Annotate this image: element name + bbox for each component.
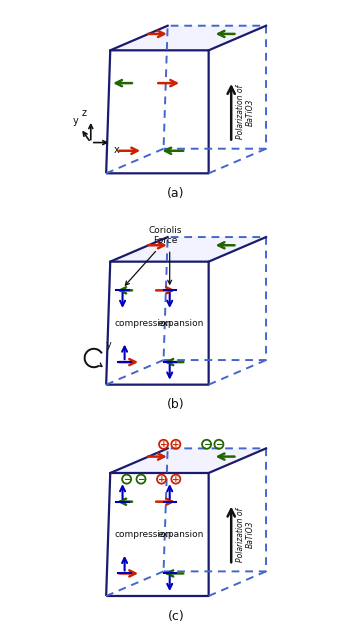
Text: −: − xyxy=(137,475,145,484)
Text: +: + xyxy=(172,440,180,449)
Text: −: − xyxy=(123,475,130,484)
Text: −: − xyxy=(203,440,210,449)
Text: +: + xyxy=(158,475,165,484)
Text: expansion: expansion xyxy=(157,319,204,328)
Text: z: z xyxy=(82,108,87,118)
Text: (a): (a) xyxy=(167,187,185,200)
Text: +: + xyxy=(172,475,180,484)
Text: Coriolis
Force: Coriolis Force xyxy=(149,226,182,245)
Text: (b): (b) xyxy=(167,398,185,411)
Text: Polarization of
BaTiO3: Polarization of BaTiO3 xyxy=(236,507,255,562)
Text: compression: compression xyxy=(114,530,171,539)
Text: compression: compression xyxy=(114,319,171,328)
Text: y: y xyxy=(106,340,112,350)
Text: Polarization of
BaTiO3: Polarization of BaTiO3 xyxy=(236,85,255,139)
Text: expansion: expansion xyxy=(157,530,204,539)
Polygon shape xyxy=(110,448,266,473)
Text: y: y xyxy=(73,116,79,126)
Text: −: − xyxy=(215,440,223,449)
Polygon shape xyxy=(110,26,266,50)
Polygon shape xyxy=(110,237,266,262)
Text: x: x xyxy=(113,145,119,155)
Text: +: + xyxy=(160,440,167,449)
Text: (c): (c) xyxy=(167,610,184,623)
